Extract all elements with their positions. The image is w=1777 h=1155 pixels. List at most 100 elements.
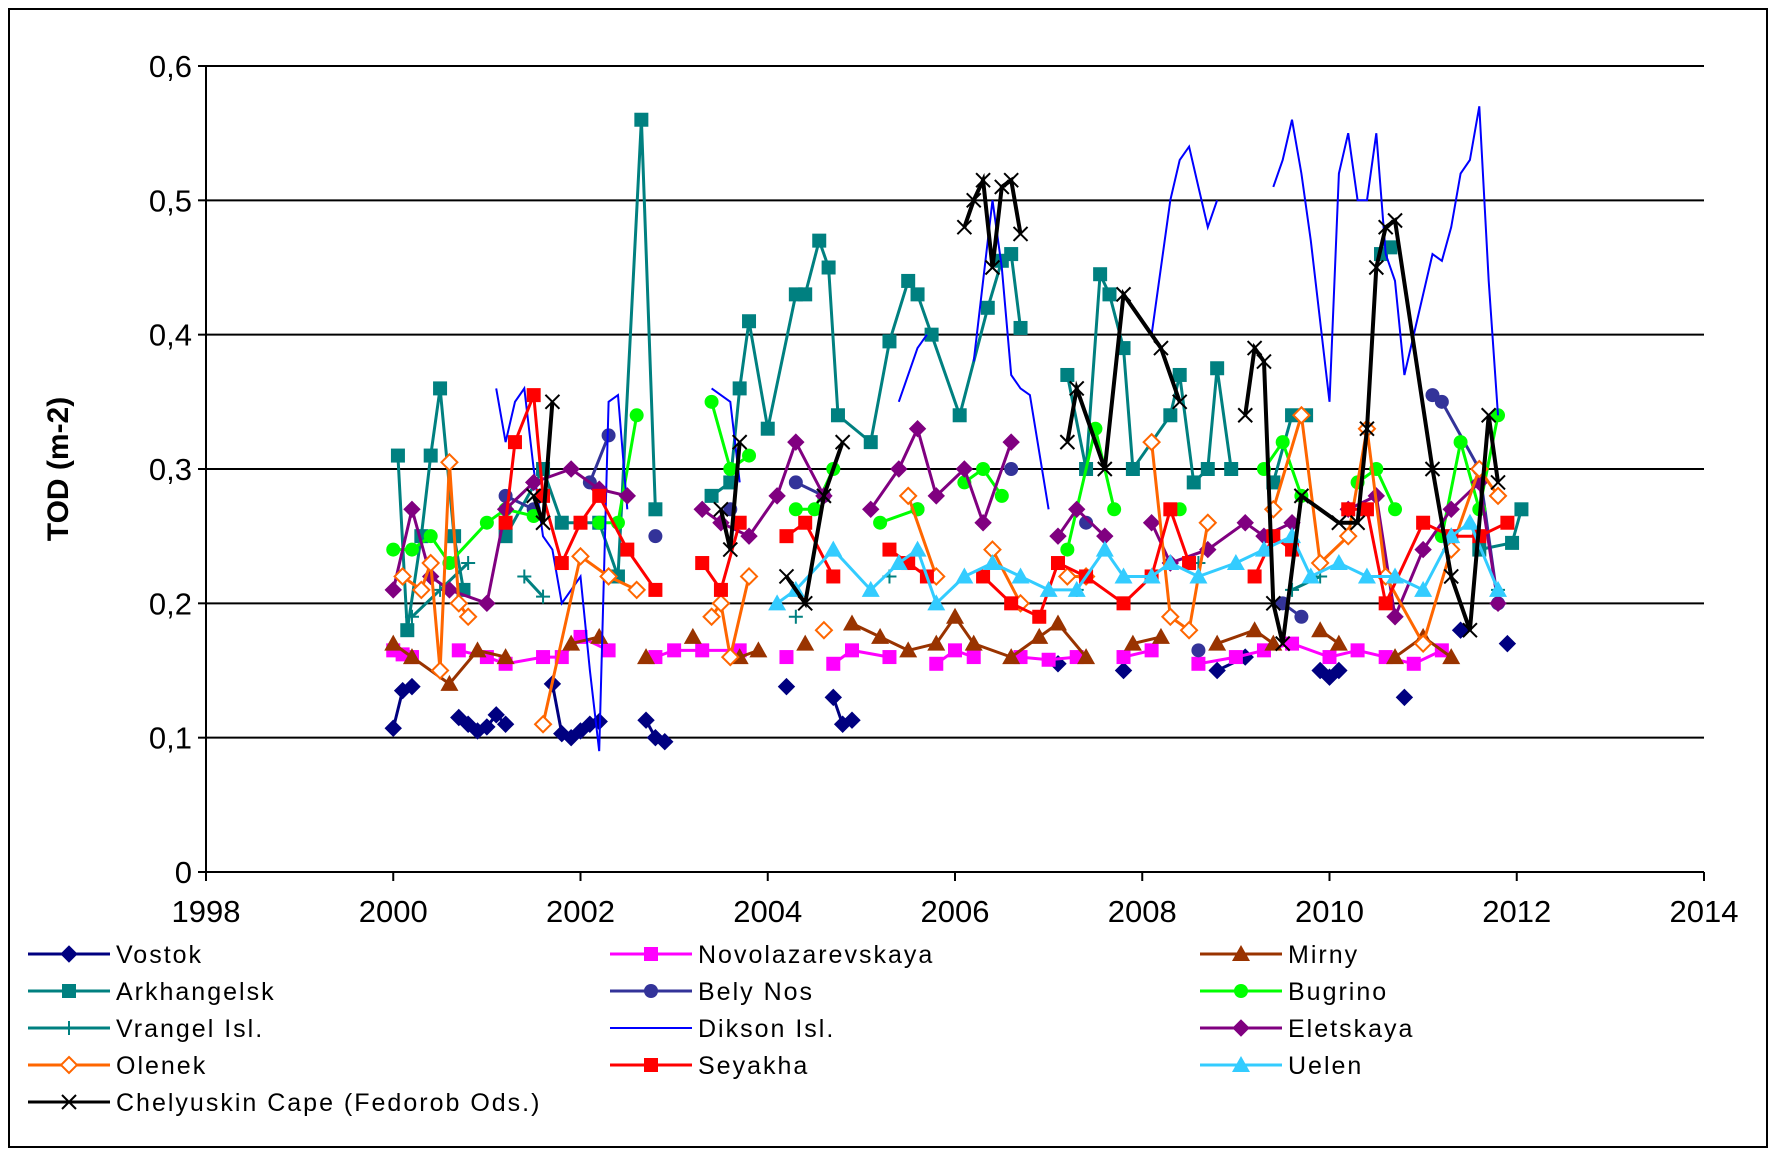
- legend-item-arkhangelsk: Arkhangelsk: [28, 978, 274, 1006]
- data-point: [1050, 556, 1065, 571]
- data-point: [732, 381, 747, 396]
- data-point: [449, 593, 469, 613]
- data-point: [1002, 648, 1021, 665]
- legend-swatch-marker: [1232, 1019, 1250, 1037]
- data-point: [1041, 652, 1056, 667]
- series-line: [991, 548, 1022, 604]
- data-point: [620, 542, 635, 557]
- data-point: [768, 594, 787, 611]
- data-point: [1004, 247, 1019, 262]
- data-point: [797, 595, 813, 612]
- data-point: [861, 580, 880, 597]
- data-point: [590, 627, 609, 644]
- data-point: [863, 435, 878, 450]
- data-point: [924, 327, 939, 342]
- series-line: [523, 575, 545, 598]
- data-point: [722, 541, 739, 558]
- series-bugrino: [386, 394, 1506, 571]
- series-dikson-isl: [495, 106, 1499, 752]
- data-point: [1200, 462, 1215, 476]
- y-tick-label: 0,1: [149, 721, 192, 756]
- data-point: [573, 515, 588, 530]
- legend-label: Bugrino: [1288, 978, 1388, 1006]
- data-point: [393, 567, 413, 586]
- data-point: [882, 650, 897, 665]
- data-point: [1059, 434, 1076, 450]
- legend-item-vrangel-isl: Vrangel Isl.: [28, 1015, 262, 1043]
- data-point: [1395, 688, 1414, 707]
- data-point: [1341, 502, 1356, 517]
- data-point: [713, 501, 729, 518]
- data-point: [1266, 529, 1281, 544]
- legend-swatch-marker: [1232, 1056, 1250, 1072]
- data-point: [634, 112, 649, 127]
- data-point: [994, 488, 1009, 503]
- data-point: [788, 502, 803, 517]
- data-point: [807, 502, 822, 517]
- data-point: [871, 627, 890, 644]
- data-point: [496, 715, 515, 733]
- data-point: [554, 515, 569, 530]
- legend-swatch-marker: [59, 1055, 79, 1075]
- data-point: [627, 580, 647, 600]
- data-point: [927, 594, 946, 611]
- data-point: [1488, 486, 1508, 506]
- data-point: [411, 580, 431, 600]
- data-point: [1489, 580, 1508, 597]
- data-point: [404, 542, 419, 557]
- data-point: [544, 394, 561, 410]
- data-point: [1498, 634, 1517, 653]
- data-point: [1049, 527, 1067, 545]
- data-point: [796, 634, 815, 651]
- data-point: [1163, 502, 1178, 517]
- data-point: [1254, 540, 1273, 557]
- data-point: [974, 514, 992, 532]
- data-point: [1443, 568, 1459, 585]
- data-point: [826, 656, 841, 671]
- data-point: [562, 634, 581, 651]
- data-point: [1285, 636, 1300, 651]
- data-point: [889, 554, 908, 571]
- legend-swatch-marker: [644, 984, 658, 998]
- data-point: [929, 656, 944, 671]
- data-point: [1331, 515, 1347, 531]
- data-point: [507, 435, 522, 450]
- data-point: [1368, 259, 1385, 276]
- data-point: [571, 546, 590, 566]
- series-line: [495, 385, 629, 752]
- data-point: [1275, 435, 1290, 450]
- data-point: [1198, 513, 1218, 533]
- data-point: [908, 419, 927, 438]
- data-point: [1294, 609, 1309, 624]
- data-point: [798, 287, 813, 302]
- legend-label: Bely Nos: [698, 978, 814, 1006]
- data-point: [976, 569, 991, 584]
- data-point: [788, 475, 803, 490]
- x-tick-label: 1998: [172, 894, 241, 929]
- data-point: [1097, 461, 1113, 477]
- data-point: [1291, 405, 1311, 425]
- data-point: [704, 488, 719, 503]
- data-point: [592, 488, 607, 503]
- legend-item-bely-nos: Bely Nos: [610, 978, 814, 1006]
- legend-swatch-marker: [62, 1021, 76, 1035]
- y-tick-label: 0: [175, 855, 192, 890]
- data-point: [1191, 656, 1206, 671]
- data-point: [1123, 634, 1142, 651]
- x-tick-label: 2000: [359, 894, 428, 929]
- data-point: [1224, 462, 1239, 476]
- data-point: [656, 732, 674, 751]
- data-point: [1163, 408, 1178, 423]
- data-point: [1505, 535, 1520, 550]
- data-point: [1386, 648, 1405, 665]
- y-tick-label: 0,3: [149, 452, 192, 487]
- legend-item-novolazarevskaya: Novolazarevskaya: [610, 941, 932, 969]
- data-point: [1114, 567, 1133, 584]
- data-point: [882, 542, 897, 557]
- data-point: [1453, 435, 1468, 450]
- data-point: [695, 643, 710, 658]
- data-point: [723, 462, 738, 476]
- data-point: [402, 648, 421, 665]
- data-point: [824, 688, 842, 707]
- data-point: [1442, 648, 1461, 665]
